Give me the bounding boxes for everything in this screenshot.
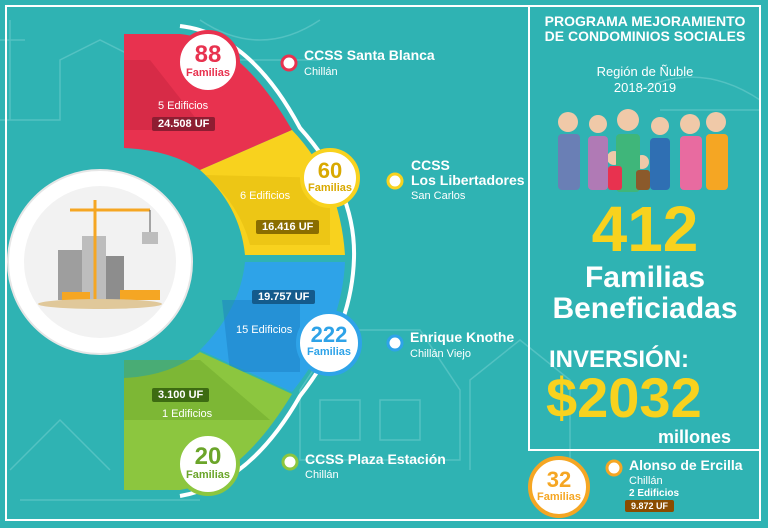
program-title-line1: PROGRAMA MEJORAMIENTO	[544, 13, 746, 29]
program-title-line2: DE CONDOMINIOS SOCIALES	[544, 28, 746, 44]
families-number: 88	[194, 41, 222, 68]
uf-amount: 16.416 UF	[256, 220, 320, 234]
families-number: 60	[317, 158, 343, 183]
buildings-count: 5 Edificios	[158, 100, 209, 112]
families-badge-yellow: 60 Familias	[300, 148, 360, 208]
site-city: Chillán Viejo	[410, 348, 471, 360]
program-subtitle: Región de Ñuble 2018-2019	[531, 64, 759, 96]
segment-green	[124, 352, 292, 490]
site-name: CCSS Santa Blanca	[304, 47, 435, 63]
buildings-count: 1 Edificios	[162, 408, 213, 420]
uf-amount: 3.100 UF	[152, 388, 210, 402]
buildings-count: 2 Edificios	[629, 488, 680, 499]
site-name: CCSS Plaza Estación	[305, 451, 446, 467]
program-region: Región de Ñuble	[596, 64, 694, 79]
location-pin-yellow-icon	[386, 172, 404, 190]
families-number: 20	[194, 443, 222, 470]
background-city-sketch	[0, 19, 761, 501]
buildings-count: 15 Edificios	[236, 324, 293, 336]
families-label: Familias	[185, 469, 231, 481]
segment-rim	[179, 24, 357, 498]
families-badge-orange: 32 Familias	[528, 456, 590, 518]
total-label-line2: Beneficiadas	[552, 292, 738, 325]
segment-blue-shadow	[222, 300, 300, 372]
families-label: Familias	[306, 346, 352, 358]
site-city: Chillán	[629, 475, 663, 487]
construction-site-icon	[38, 200, 162, 309]
site-city: Chillán	[304, 66, 338, 78]
families-label: Familias	[307, 182, 353, 194]
total-label-line1: Familias	[584, 261, 706, 294]
family-illustration-icon	[558, 109, 728, 192]
site-city: Chillán	[305, 469, 339, 481]
site-name-line2: Los Libertadores	[411, 172, 525, 188]
location-pin-icon	[280, 54, 298, 72]
families-number: 32	[546, 467, 572, 492]
families-label: Familias	[185, 67, 231, 79]
site-name: Alonso de Ercilla	[629, 457, 743, 473]
families-badge-green: 20 Familias	[176, 432, 240, 496]
uf-amount: 24.508 UF	[152, 117, 216, 131]
location-pin-orange-icon	[605, 459, 623, 477]
outer-frame	[5, 5, 761, 521]
total-families-label: Familias Beneficiadas	[531, 262, 759, 324]
families-label: Familias	[536, 491, 582, 503]
investment-label: INVERSIÓN:	[549, 346, 690, 373]
program-title: PROGRAMA MEJORAMIENTO DE CONDOMINIOS SOC…	[531, 14, 759, 44]
uf-amount: 9.872 UF	[625, 500, 675, 512]
segment-red-shadow	[124, 60, 205, 130]
families-badge-blue: 222 Familias	[296, 310, 362, 376]
location-pin-blue-icon	[386, 334, 404, 352]
segment-red	[124, 34, 292, 170]
total-families-number: 412	[591, 193, 699, 265]
uf-amount: 19.757 UF	[252, 290, 316, 304]
program-years: 2018-2019	[613, 80, 677, 95]
location-pin-green-icon	[281, 453, 299, 471]
buildings-count: 6 Edificios	[240, 190, 291, 202]
site-name-line1: CCSS	[411, 157, 450, 173]
summary-panel	[528, 6, 761, 451]
site-city: San Carlos	[411, 190, 466, 202]
investment-amount: $2032	[546, 366, 702, 429]
investment-unit: millones	[658, 427, 732, 447]
families-number: 222	[310, 322, 348, 347]
site-name: Enrique Knothe	[410, 329, 515, 345]
families-badge-red: 88 Familias	[176, 30, 240, 94]
site-name: CCSS Los Libertadores	[411, 158, 525, 188]
